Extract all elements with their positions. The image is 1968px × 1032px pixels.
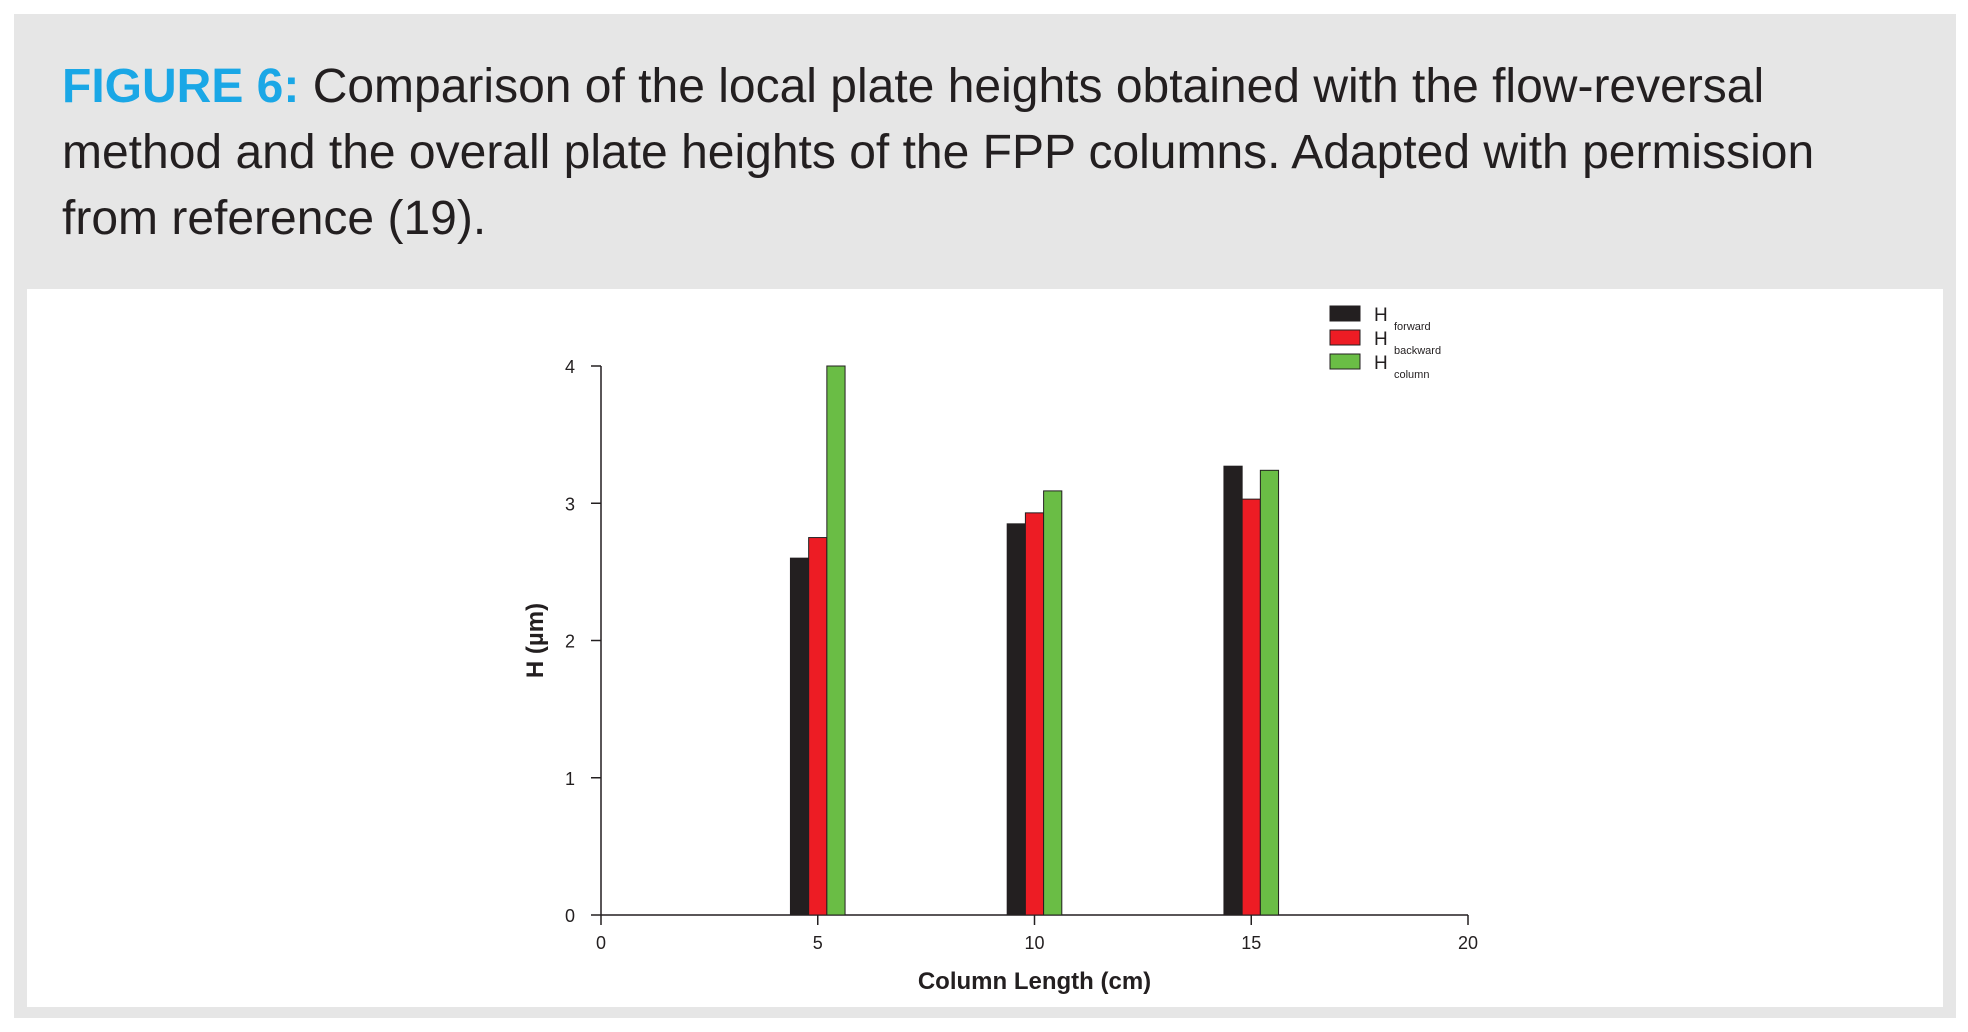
- bar-backward-10: [1024, 512, 1045, 916]
- bar-forward-10: [1006, 523, 1026, 916]
- x-tick-label: 15: [1241, 933, 1261, 953]
- legend-swatch-column: [1329, 353, 1361, 370]
- legend-swatch-forward: [1329, 305, 1361, 322]
- bar-forward-5: [789, 557, 810, 916]
- bar-chart: 0 1 2 3 4 0 5 10 15 20 Column Length (cm) H (µm) Hfo…: [522, 305, 1478, 995]
- bar-column-10: [1043, 490, 1063, 916]
- bar-backward-15: [1241, 498, 1261, 916]
- x-tick-label: 20: [1458, 933, 1478, 953]
- legend-swatch-backward: [1329, 329, 1361, 346]
- y-tick-label: 4: [565, 357, 575, 377]
- bar-forward-15: [1223, 465, 1243, 916]
- legend-subscript-backward: backward: [1394, 345, 1441, 357]
- bar-column-15: [1259, 469, 1280, 916]
- y-tick-label: 1: [565, 769, 575, 789]
- x-axis-label: Column Length (cm): [918, 968, 1151, 995]
- figure-panel: FIGURE 6: Comparison of the local plate …: [14, 14, 1956, 1018]
- bar-backward-5: [808, 537, 828, 916]
- legend-subscript-column: column: [1394, 369, 1429, 381]
- x-tick-label: 0: [596, 933, 606, 953]
- y-tick-label: 2: [565, 632, 575, 652]
- caption-text: Comparison of the local plate heights ob…: [62, 60, 1815, 245]
- legend-label-backward: H: [1374, 329, 1388, 350]
- y-axis-label: H (µm): [522, 603, 549, 678]
- caption-label: FIGURE 6:: [62, 60, 300, 113]
- y-tick-label: 3: [565, 494, 575, 514]
- legend-label-column: H: [1374, 353, 1388, 374]
- x-tick-label: 10: [1024, 933, 1044, 953]
- x-tick-label: 5: [813, 933, 823, 953]
- bar-column-5: [826, 365, 846, 916]
- y-tick-label: 0: [565, 906, 575, 926]
- legend-subscript-forward: forward: [1394, 321, 1431, 333]
- legend-label-forward: H: [1374, 305, 1388, 326]
- figure-caption: FIGURE 6: Comparison of the local plate …: [62, 54, 1912, 252]
